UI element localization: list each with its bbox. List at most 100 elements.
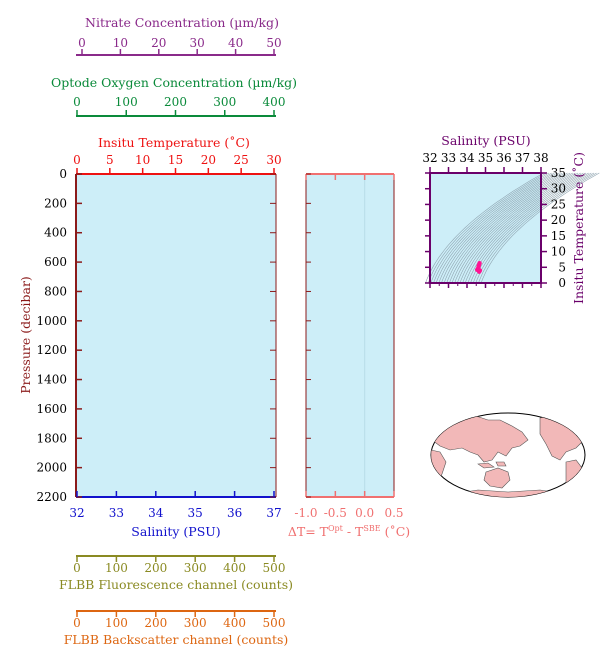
density-contour xyxy=(435,172,555,284)
fluorescence-tick-label: 0 xyxy=(73,561,81,575)
backscatter-tick-label: 400 xyxy=(223,616,246,630)
nitrate-tick-label: 50 xyxy=(266,36,281,50)
australia-landmass xyxy=(483,467,511,489)
salinity-tick-label: 37 xyxy=(266,506,281,520)
ts-y-tick-label: 10 xyxy=(551,245,566,259)
ts-point xyxy=(477,261,482,266)
profile-panel xyxy=(76,174,276,497)
ts-x-tick-label: 34 xyxy=(459,151,475,165)
ts-x-tick-label: 38 xyxy=(533,151,548,165)
pressure-tick-label: 1800 xyxy=(36,431,67,445)
density-contour xyxy=(441,172,560,284)
fluorescence-axis: 0 100 200 300 400 500 FLBB Fluorescence chann… xyxy=(59,555,293,592)
pressure-tick-label: 2000 xyxy=(36,461,67,475)
density-contour xyxy=(478,172,597,284)
backscatter-tick-label: 100 xyxy=(105,616,128,630)
fluorescence-tick-label: 300 xyxy=(184,561,207,575)
density-contour xyxy=(472,172,592,284)
density-contour xyxy=(480,172,600,284)
density-contour xyxy=(427,172,547,284)
ts-x-tick-label: 35 xyxy=(478,151,493,165)
pressure-tick-label: 800 xyxy=(44,284,67,298)
density-contour xyxy=(462,172,581,284)
oxygen-tick-label: 200 xyxy=(164,95,187,109)
fluorescence-axis-label: FLBB Fluorescence channel (counts) xyxy=(59,577,293,592)
ts-y-tick-label: 25 xyxy=(551,197,566,211)
fluorescence-tick-label: 400 xyxy=(223,561,246,575)
delta-t-panel xyxy=(306,174,394,497)
density-contour xyxy=(430,172,550,284)
salinity-axis-label: Salinity (PSU) xyxy=(131,524,220,539)
ts-point xyxy=(477,269,482,274)
density-contour xyxy=(443,172,563,284)
salinity-tick-label: 36 xyxy=(227,506,242,520)
density-contour xyxy=(454,172,573,284)
oxygen-tick-label: 100 xyxy=(115,95,138,109)
backscatter-tick-label: 0 xyxy=(73,616,81,630)
ts-y-tick-label: 0 xyxy=(558,276,566,290)
salinity-tick-label: 34 xyxy=(148,506,164,520)
density-contour xyxy=(475,172,595,284)
pressure-tick-label: 1600 xyxy=(36,402,67,416)
backscatter-axis-label: FLBB Backscatter channel (counts) xyxy=(64,632,289,647)
density-contour xyxy=(449,172,568,284)
ts-y-tick-label: 5 xyxy=(558,260,566,274)
delta-t-tick-label: 0.0 xyxy=(355,506,374,520)
fluorescence-tick-label: 100 xyxy=(105,561,128,575)
south-america-landmass xyxy=(565,459,583,493)
temperature-tick-label: 15 xyxy=(168,153,183,167)
ts-y-tick-label: 20 xyxy=(551,213,566,227)
delta-t-tick-label: 0.5 xyxy=(384,506,403,520)
ts-x-tick-label: 32 xyxy=(422,151,437,165)
salinity-tick-label: 33 xyxy=(109,506,124,520)
ts-y-tick-label: 30 xyxy=(551,182,566,196)
density-contours xyxy=(425,172,600,284)
ts-x-tick-label: 36 xyxy=(496,151,511,165)
fluorescence-tick-label: 200 xyxy=(144,561,167,575)
temperature-tick-label: 25 xyxy=(234,153,249,167)
nitrate-tick-label: 10 xyxy=(113,36,128,50)
ts-panel xyxy=(430,173,541,283)
temperature-tick-label: 20 xyxy=(201,153,216,167)
pressure-tick-label: 2200 xyxy=(36,490,67,504)
world-map xyxy=(430,412,586,498)
ts-temperature-axis-label: Insitu Temperature (˚C) xyxy=(571,152,586,304)
pressure-tick-label: 1400 xyxy=(36,373,67,387)
pressure-tick-label: 400 xyxy=(44,226,67,240)
density-contour xyxy=(464,172,584,284)
indonesia-islands xyxy=(477,461,507,469)
temperature-axis-label: Insitu Temperature (˚C) xyxy=(98,135,250,150)
pressure-tick-label: 1000 xyxy=(36,314,67,328)
fluorescence-tick-label: 500 xyxy=(263,561,286,575)
delta-t-axis-label: ΔT= TOpt - TSBE (˚C) xyxy=(288,524,410,539)
asia-landmass xyxy=(431,413,529,463)
oxygen-tick-label: 300 xyxy=(213,95,236,109)
backscatter-axis: 0 100 200 300 400 500 FLBB Backscatter channe… xyxy=(64,610,289,647)
nitrate-axis-label: Nitrate Concentration (µm/kg) xyxy=(85,15,279,30)
nitrate-tick-label: 40 xyxy=(228,36,243,50)
pressure-tick-label: 200 xyxy=(44,196,67,210)
pressure-tick-label: 1200 xyxy=(36,343,67,357)
density-contour xyxy=(467,172,587,284)
delta-t-tick-label: -1.0 xyxy=(294,506,317,520)
backscatter-tick-label: 200 xyxy=(144,616,167,630)
nitrate-tick-label: 0 xyxy=(78,36,86,50)
salinity-tick-label: 35 xyxy=(188,506,203,520)
oxygen-tick-label: 400 xyxy=(263,95,286,109)
ts-x-tick-label: 33 xyxy=(441,151,456,165)
ts-salinity-axis-label: Salinity (PSU) xyxy=(441,133,530,148)
density-contour xyxy=(438,172,558,284)
density-contour xyxy=(457,172,576,284)
temperature-tick-label: 10 xyxy=(135,153,150,167)
pressure-tick-label: 600 xyxy=(44,255,67,269)
temperature-tick-label: 5 xyxy=(106,153,114,167)
ts-y-tick-label: 15 xyxy=(551,229,566,243)
nitrate-tick-label: 20 xyxy=(151,36,166,50)
density-contour xyxy=(425,172,544,284)
ts-y-tick-label: 35 xyxy=(551,166,566,180)
density-contour xyxy=(446,172,566,284)
oxygen-axis: Optode Oxygen Concentration (µm/kg) 0 100… xyxy=(51,75,297,117)
backscatter-tick-label: 300 xyxy=(184,616,207,630)
temperature-tick-label: 30 xyxy=(266,153,281,167)
